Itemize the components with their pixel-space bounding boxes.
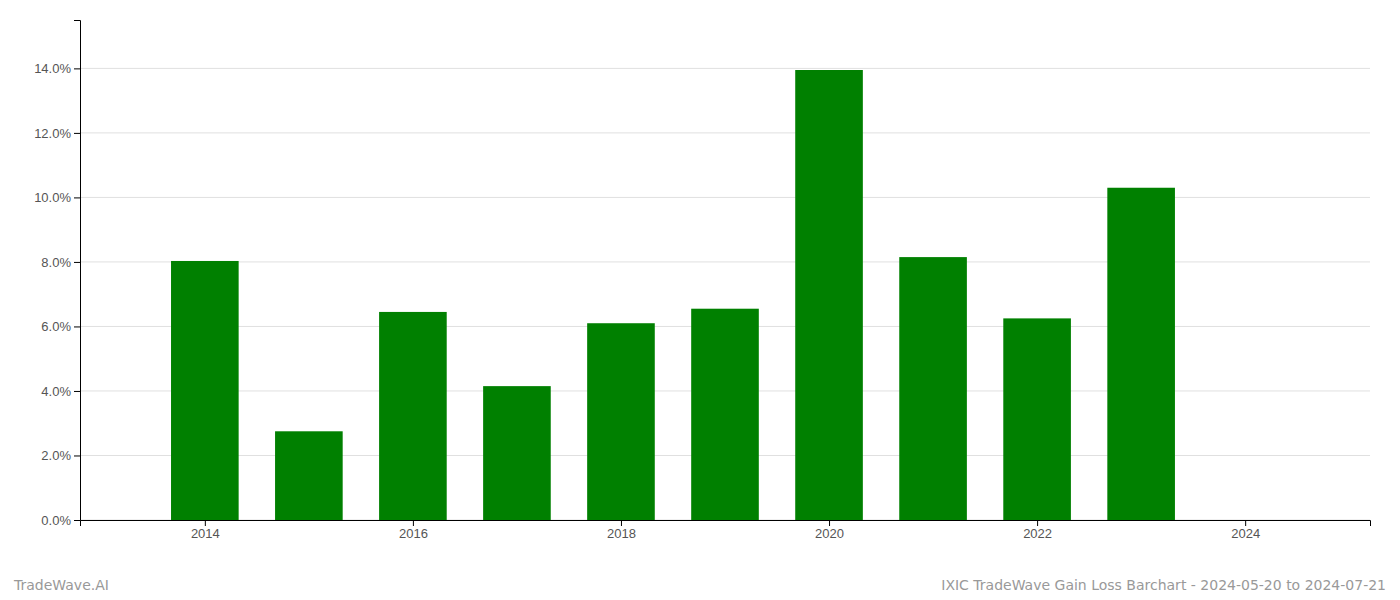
footer-right: IXIC TradeWave Gain Loss Barchart - 2024…	[941, 577, 1386, 593]
tick-mark	[413, 520, 414, 526]
grid-line	[80, 132, 1370, 133]
tick-label: 2022	[1023, 526, 1052, 541]
x-tick: 2014	[191, 520, 220, 541]
y-tick: 6.0%	[41, 319, 80, 334]
tick-label: 8.0%	[41, 255, 71, 270]
tick-label: 2016	[399, 526, 428, 541]
footer-left: TradeWave.AI	[13, 577, 109, 593]
tick-label: 0.0%	[41, 513, 71, 528]
bars	[171, 70, 1175, 520]
bar	[379, 312, 447, 520]
y-tick: 0.0%	[41, 513, 80, 528]
grid-line	[80, 261, 1370, 262]
bar	[483, 386, 551, 520]
bar	[587, 323, 655, 520]
bar	[1107, 188, 1175, 520]
y-axis: 0.0% 2.0% 4.0% 6.0% 8.0% 10.0% 12.0% 14.0%	[34, 21, 80, 528]
grid-line	[80, 197, 1370, 198]
tick-label: 2014	[191, 526, 220, 541]
tick-mark	[74, 262, 80, 263]
tick-mark	[205, 520, 206, 526]
bar	[1211, 520, 1279, 521]
plot-area: 2014 2016 2018 2020 2022 2024 0.0% 2.0% 4.0% 6.0%…	[34, 21, 1370, 542]
x-tick: 2024	[1231, 520, 1260, 541]
tick-mark	[1245, 520, 1246, 526]
tick-mark	[74, 455, 80, 456]
y-tick: 14.0%	[34, 61, 80, 76]
grid	[80, 68, 1370, 520]
y-tick: 2.0%	[41, 448, 80, 463]
tick-label: 14.0%	[34, 61, 71, 76]
bar	[1003, 318, 1071, 520]
x-axis: 2014 2016 2018 2020 2022 2024	[81, 520, 1371, 541]
axis-line	[81, 521, 1371, 527]
axis-line	[74, 21, 81, 521]
bar	[795, 70, 863, 520]
tick-mark	[1037, 520, 1038, 526]
tick-mark	[74, 197, 80, 198]
chart: 2014 2016 2018 2020 2022 2024 0.0% 2.0% 4.0% 6.0%…	[0, 0, 1400, 600]
tick-label: 6.0%	[41, 319, 71, 334]
tick-label: 2020	[815, 526, 844, 541]
tick-label: 2024	[1231, 526, 1260, 541]
tick-mark	[74, 520, 80, 521]
x-tick: 2022	[1023, 520, 1052, 541]
tick-mark	[74, 133, 80, 134]
tick-mark	[621, 520, 622, 526]
bar	[275, 431, 343, 520]
bar	[899, 257, 967, 520]
bar	[171, 261, 239, 520]
tick-label: 2.0%	[41, 448, 71, 463]
tick-label: 10.0%	[34, 190, 71, 205]
tick-label: 4.0%	[41, 384, 71, 399]
grid-line	[80, 68, 1370, 69]
y-tick: 8.0%	[41, 255, 80, 270]
tick-mark	[74, 391, 80, 392]
y-tick: 10.0%	[34, 190, 80, 205]
tick-mark	[829, 520, 830, 526]
tick-label: 2018	[607, 526, 636, 541]
y-tick: 12.0%	[34, 126, 80, 141]
y-tick: 4.0%	[41, 384, 80, 399]
tick-mark	[74, 68, 80, 69]
x-tick: 2016	[399, 520, 428, 541]
tick-label: 12.0%	[34, 126, 71, 141]
x-tick: 2020	[815, 520, 844, 541]
x-tick: 2018	[607, 520, 636, 541]
tick-mark	[74, 326, 80, 327]
bar	[691, 309, 759, 520]
